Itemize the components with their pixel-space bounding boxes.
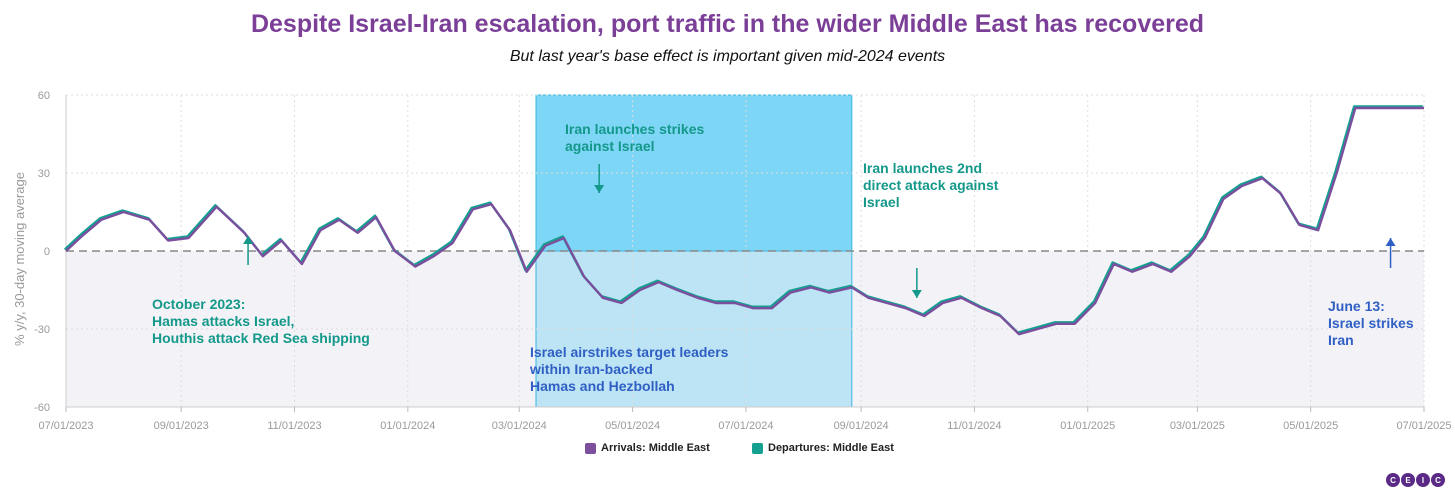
annotation-iran-strikes: against Israel xyxy=(565,138,655,154)
annotation-june-13: June 13: xyxy=(1328,298,1385,314)
logo-letter: C xyxy=(1386,473,1400,487)
y-tick-label: -30 xyxy=(34,324,50,336)
logo-letter: I xyxy=(1416,473,1430,487)
legend-swatch-departures xyxy=(752,442,763,454)
logo-letter: C xyxy=(1431,473,1445,487)
legend-label-departures: Departures: Middle East xyxy=(768,442,894,454)
annotation-iran-second-attack: Israel xyxy=(863,194,900,210)
annotation-october-2023: Hamas attacks Israel, xyxy=(152,313,294,329)
arrow-june-13-head xyxy=(1385,238,1396,246)
x-tick-label: 07/01/2025 xyxy=(1396,420,1451,432)
series-line-arrivals xyxy=(65,106,1424,336)
annotation-october-2023: Houthis attack Red Sea shipping xyxy=(152,330,370,346)
x-tick-label: 11/01/2023 xyxy=(267,420,321,432)
y-axis-label: % y/y, 30-day moving average xyxy=(12,172,27,346)
annotation-october-2023: October 2023: xyxy=(152,296,245,312)
x-tick-label: 05/01/2025 xyxy=(1283,420,1338,432)
arrow-iran-strikes-head xyxy=(594,185,605,193)
legend-item-arrivals[interactable]: Arrivals: Middle East xyxy=(585,442,710,454)
x-tick-label: 09/01/2024 xyxy=(834,420,889,432)
chart-title: Despite Israel-Iran escalation, port tra… xyxy=(250,10,1205,38)
logo-letter: E xyxy=(1401,473,1415,487)
x-tick-label: 07/01/2024 xyxy=(718,420,773,432)
annotation-iran-strikes: Iran launches strikes xyxy=(565,121,705,137)
x-tick-label: 09/01/2023 xyxy=(154,420,209,432)
annotation-israel-airstrikes: within Iran-backed xyxy=(529,361,653,377)
legend-item-departures[interactable]: Departures: Middle East xyxy=(752,442,894,454)
annotation-june-13: Iran xyxy=(1328,332,1354,348)
highlight-period-positive xyxy=(535,94,853,252)
ceic-logo: C E I C xyxy=(1386,473,1445,487)
x-tick-label: 01/01/2025 xyxy=(1060,420,1115,432)
y-tick-label: 60 xyxy=(38,90,50,102)
annotation-israel-airstrikes: Hamas and Hezbollah xyxy=(530,378,675,394)
y-tick-label: -60 xyxy=(34,402,50,414)
x-tick-label: 11/01/2024 xyxy=(947,420,1001,432)
annotation-iran-second-attack: Iran launches 2nd xyxy=(863,160,982,176)
legend-label-arrivals: Arrivals: Middle East xyxy=(601,442,710,454)
annotation-june-13: Israel strikes xyxy=(1328,315,1414,331)
legend-swatch-arrivals xyxy=(585,442,596,454)
series-line-departures xyxy=(63,105,1423,334)
arrow-iran-second-attack-head xyxy=(911,290,922,298)
annotation-iran-second-attack: direct attack against xyxy=(863,177,999,193)
y-tick-label: 0 xyxy=(44,246,50,258)
x-tick-label: 07/01/2023 xyxy=(38,420,93,432)
x-tick-label: 01/01/2024 xyxy=(380,420,435,432)
x-tick-label: 03/01/2024 xyxy=(492,420,547,432)
legend: Arrivals: Middle East Departures: Middle… xyxy=(0,442,1455,462)
x-tick-label: 03/01/2025 xyxy=(1170,420,1225,432)
x-tick-label: 05/01/2024 xyxy=(605,420,660,432)
arrow-october-2023-head xyxy=(243,236,254,244)
y-tick-label: 30 xyxy=(38,168,50,180)
chart-subtitle: But last year's base effect is important… xyxy=(509,48,946,65)
annotation-israel-airstrikes: Israel airstrikes target leaders xyxy=(530,344,729,360)
